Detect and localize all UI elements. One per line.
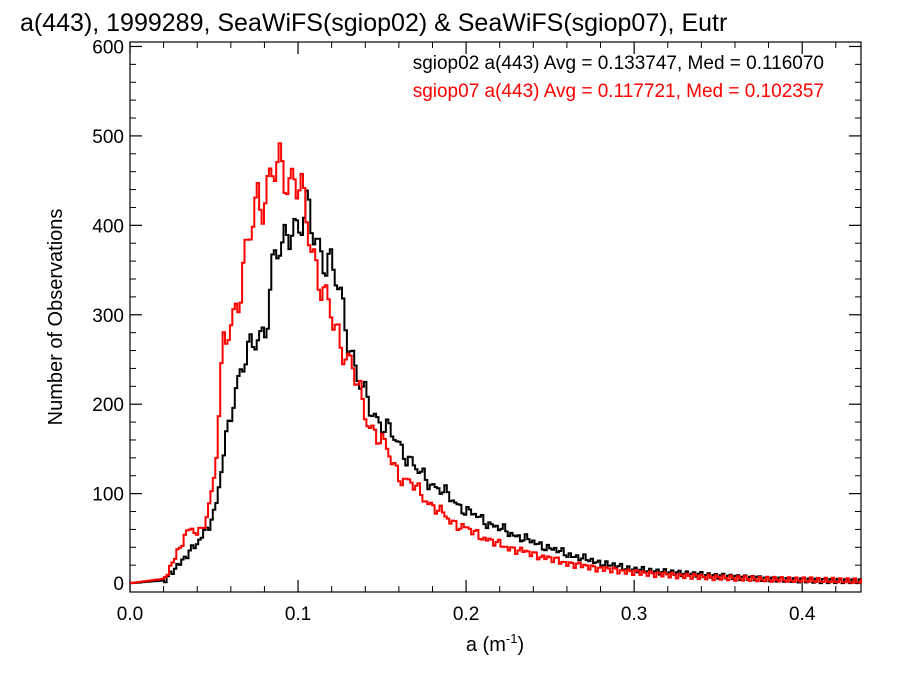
x-tick-label: 0.1 [285, 604, 311, 625]
y-axis-ticks: 0 100 200 300 400 500 600 [92, 37, 861, 595]
x-tick-label: 0.2 [453, 604, 479, 625]
plot-frame [129, 41, 862, 593]
series-layer [130, 142, 862, 585]
y-tick-label: 200 [92, 395, 124, 416]
x-axis-label-superscript: -1 [506, 631, 518, 646]
chart-title: a(443), 1999289, SeaWiFS(sgiop02) & SeaW… [20, 9, 727, 37]
legend-entry-sgiop07: sgiop07 a(443) Avg = 0.117721, Med = 0.1… [413, 81, 824, 102]
y-tick-label: 400 [92, 216, 124, 237]
x-tick-label: 0.4 [789, 604, 816, 625]
legend-entry-sgiop02: sgiop02 a(443) Avg = 0.133747, Med = 0.1… [413, 53, 824, 74]
y-tick-label: 600 [92, 37, 124, 58]
x-axis-label-tail: ) [517, 634, 524, 656]
y-tick-label: 500 [92, 127, 124, 148]
y-tick-label: 300 [92, 306, 124, 327]
x-axis-ticks: 0.0 0.1 0.2 0.3 0.4 [117, 42, 837, 625]
x-axis-label-text: a (m [466, 634, 506, 656]
series-sgiop02-line [130, 189, 862, 585]
y-axis-label: Number of Observations [45, 209, 67, 426]
y-tick-label: 100 [92, 485, 124, 506]
x-tick-label: 0.0 [117, 604, 143, 625]
x-axis-label: a (m-1) [466, 631, 524, 656]
series-sgiop07-line [130, 142, 862, 585]
x-tick-label: 0.3 [621, 604, 647, 625]
y-tick-label: 0 [113, 574, 124, 595]
